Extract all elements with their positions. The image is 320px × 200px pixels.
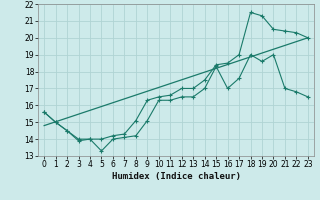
X-axis label: Humidex (Indice chaleur): Humidex (Indice chaleur) [111, 172, 241, 181]
